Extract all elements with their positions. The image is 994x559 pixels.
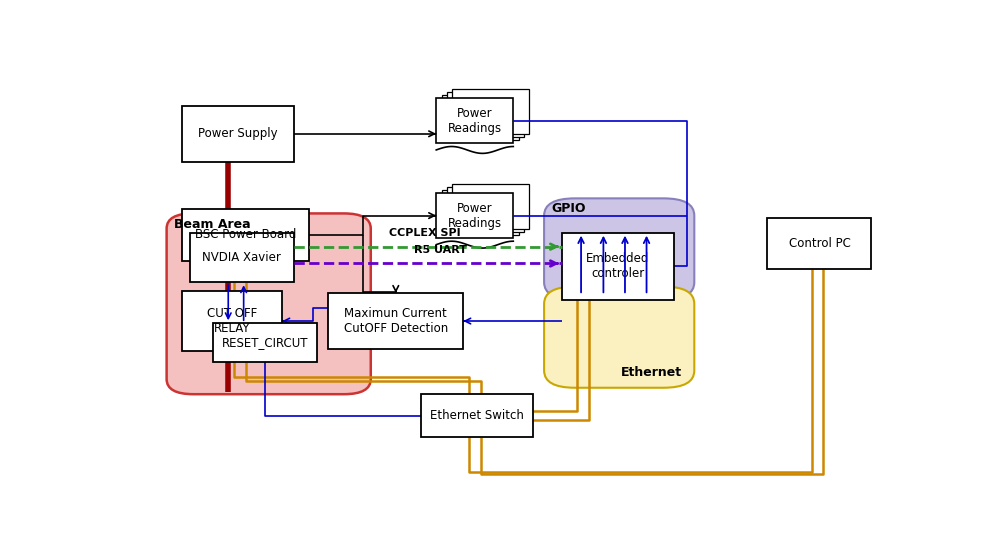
Text: RESET_CIRCUT: RESET_CIRCUT [222, 336, 308, 349]
Bar [436, 98, 513, 144]
Bar [452, 184, 530, 229]
Bar [767, 217, 872, 269]
Text: BSC Power Board: BSC Power Board [195, 229, 296, 241]
Bar [447, 92, 524, 138]
Text: Power
Readings: Power Readings [447, 107, 502, 135]
Text: CUT OFF
RELAY: CUT OFF RELAY [207, 307, 257, 335]
Text: Control PC: Control PC [788, 237, 851, 250]
Text: Ethernet: Ethernet [621, 366, 682, 379]
Text: Power
Readings: Power Readings [447, 202, 502, 230]
Text: R5 UART: R5 UART [414, 245, 466, 255]
Bar [182, 291, 282, 351]
Bar [182, 106, 294, 162]
Text: Maximun Current
CutOFF Detection: Maximun Current CutOFF Detection [344, 307, 448, 335]
FancyBboxPatch shape [544, 287, 694, 388]
Text: NVDIA Xavier: NVDIA Xavier [203, 251, 281, 264]
Bar [213, 323, 317, 362]
Text: Power Supply: Power Supply [198, 127, 277, 140]
Bar [190, 233, 294, 282]
Text: Beam Area: Beam Area [174, 217, 250, 231]
Text: Embedded
controler: Embedded controler [586, 252, 649, 280]
FancyBboxPatch shape [544, 198, 694, 300]
Bar [452, 89, 530, 135]
Bar [441, 95, 519, 140]
Text: Ethernet Switch: Ethernet Switch [429, 409, 524, 422]
Bar [562, 233, 674, 300]
Bar [328, 293, 463, 349]
Bar [182, 209, 309, 260]
Text: CCPLEX SPI: CCPLEX SPI [389, 228, 460, 238]
Bar [420, 394, 533, 437]
Bar [436, 193, 513, 238]
Text: GPIO: GPIO [552, 202, 586, 215]
Bar [441, 190, 519, 235]
Bar [447, 187, 524, 232]
FancyBboxPatch shape [167, 214, 371, 394]
